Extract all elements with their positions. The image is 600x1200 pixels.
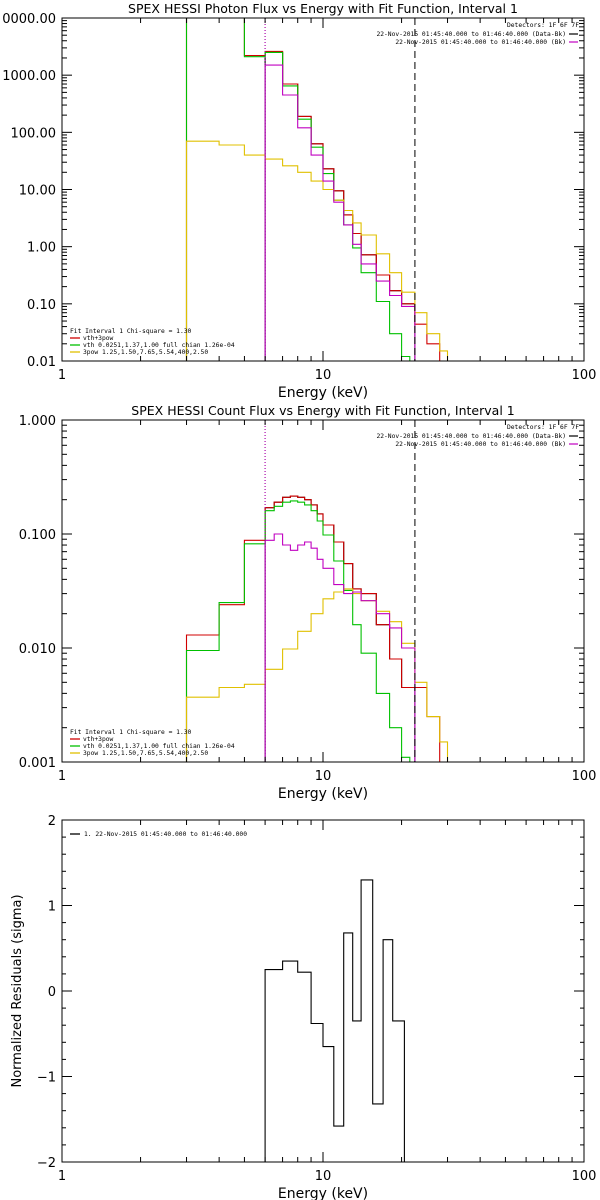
legend-label: 3pow 1.25,1.50,7.65,5.54,400,2.50 [83, 750, 208, 757]
series-line-0 [264, 879, 405, 1162]
y-tick-label: 1 [48, 900, 56, 915]
series-line-4 [264, 533, 416, 762]
legend-label: vth+3pow [83, 736, 114, 743]
detectors-label: Detectors: 1F 6F 7F [507, 22, 579, 29]
series-line-3 [185, 588, 459, 762]
time-range-label: 22-Nov-2015 01:45:40.000 to 01:46:40.000… [376, 433, 566, 440]
series-line-0 [264, 495, 416, 762]
x-axis-label: Energy (keV) [278, 786, 368, 802]
y-tick-label: 100.00 [11, 126, 57, 141]
chart-title: SPEX HESSI Photon Flux vs Energy with Fi… [128, 1, 518, 16]
plot-frame [61, 419, 585, 763]
series-group [185, 18, 449, 361]
x-tick-label: 100 [572, 769, 597, 784]
detectors-label: Detectors: 1F 6F 7F [507, 424, 579, 431]
x-tick-label: 10 [315, 769, 332, 784]
legend-label: 1. 22-Nov-2015 01:45:40.000 to 01:46:40.… [84, 831, 247, 838]
y-tick-label: 1000.00 [2, 69, 56, 84]
y-tick-label: −1 [37, 1071, 56, 1086]
y-tick-label: 0.100 [19, 528, 56, 543]
series-line-2 [185, 500, 411, 762]
x-tick-label: 1 [58, 368, 66, 383]
y-tick-label: −2 [37, 1156, 56, 1171]
series-line-4 [264, 64, 416, 361]
x-tick-label: 100 [572, 1169, 597, 1184]
y-tick-label: 1.00 [27, 241, 56, 256]
series-line-2 [185, 18, 411, 361]
legend-header: Fit Interval 1 Chi-square = 1.30 [70, 328, 192, 335]
x-tick-label: 10 [315, 1169, 332, 1184]
time-range-label: 22-Nov-2015 01:45:40.000 to 01:46:40.000… [395, 39, 566, 46]
legend-label: vth 0.0251,1.37,1.00 full chian 1.26e-04 [83, 743, 235, 750]
x-axis-label: Energy (keV) [278, 385, 368, 401]
chart-title: SPEX HESSI Count Flux vs Energy with Fit… [131, 403, 514, 418]
time-range-label: 22-Nov-2015 01:45:40.000 to 01:46:40.000… [395, 441, 566, 448]
x-tick-label: 10 [315, 368, 332, 383]
x-axis-label: Energy (keV) [278, 1186, 368, 1200]
legend-label: vth+3pow [83, 335, 114, 342]
series-line-1 [185, 18, 441, 361]
series-line-0 [264, 51, 416, 361]
legend-label: 3pow 1.25,1.50,7.65,5.54,400,2.50 [83, 349, 208, 356]
y-tick-label: 0 [48, 985, 56, 1000]
y-axis-label: Normalized Residuals (sigma) [10, 894, 25, 1087]
legend-label: vth 0.0251,1.37,1.00 full chian 1.26e-04 [83, 342, 235, 349]
x-tick-label: 1 [58, 1169, 66, 1184]
series-line-3 [185, 140, 449, 361]
chart-panel-2: SPEX HESSI Count Flux vs Energy with Fit… [19, 403, 597, 802]
chart-panel-3: 1 10 100 −2 −1 0 1 2 Energy (keV) Normalized Resi… [10, 814, 596, 1200]
legend-header: Fit Interval 1 Chi-square = 1.30 [70, 729, 192, 736]
y-tick-label: 0.01 [27, 355, 56, 370]
y-tick-label: 0.010 [19, 642, 56, 657]
time-range-label: 22-Nov-2015 01:45:40.000 to 01:46:40.000… [376, 31, 566, 38]
chart-panel-1: SPEX HESSI Photon Flux vs Energy with Fi… [2, 1, 596, 401]
y-tick-label: 2 [48, 814, 56, 829]
y-tick-label: 1.000 [19, 414, 56, 429]
series-group [185, 420, 459, 762]
y-tick-label: 10.00 [19, 184, 56, 199]
plot-frame [61, 819, 585, 1163]
y-tick-label: 0.001 [19, 756, 56, 771]
y-tick-label: 0.10 [27, 298, 56, 313]
series-group [264, 879, 405, 1162]
y-tick-label: 0000.00 [2, 12, 56, 27]
x-tick-label: 100 [572, 368, 597, 383]
x-tick-label: 1 [58, 769, 66, 784]
